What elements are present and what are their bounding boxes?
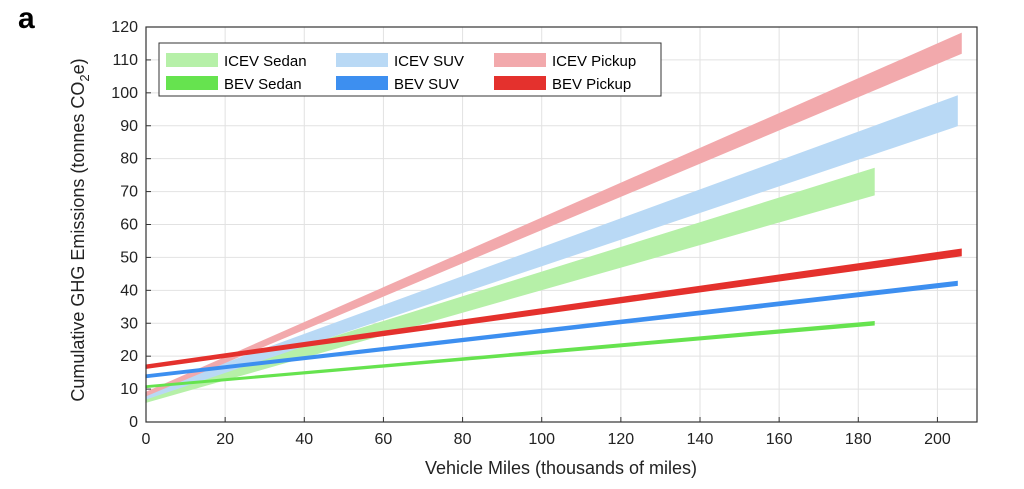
y-tick-label: 70 <box>120 184 138 201</box>
legend-label: ICEV Pickup <box>552 53 636 70</box>
y-tick-label: 100 <box>111 85 138 102</box>
legend-swatch <box>336 53 388 67</box>
x-tick-label: 40 <box>295 431 313 448</box>
x-tick-label: 200 <box>924 431 951 448</box>
legend-box <box>158 42 662 97</box>
y-tick-label: 90 <box>120 118 138 135</box>
legend-swatch <box>494 76 546 90</box>
series-icev-suv <box>145 95 958 400</box>
x-tick-label: 140 <box>687 431 714 448</box>
legend-label: ICEV Sedan <box>224 53 307 70</box>
y-axis-label: Cumulative GHG Emissions (tonnes CO2e) <box>68 58 92 401</box>
legend-label: BEV SUV <box>394 76 459 93</box>
y-tick-label: 80 <box>120 151 138 168</box>
x-tick-label: 80 <box>454 431 472 448</box>
x-tick-label: 180 <box>845 431 872 448</box>
legend-label: ICEV SUV <box>394 53 464 70</box>
y-tick-label: 0 <box>129 414 138 431</box>
y-axis-label-main: Cumulative GHG Emissions (tonnes CO <box>68 82 88 402</box>
y-tick-labels: 0 10 20 30 40 50 60 70 80 90 100 110 120 <box>111 19 151 431</box>
y-tick-label: 30 <box>120 315 138 332</box>
y-tick-label: 10 <box>120 381 138 398</box>
y-tick-label: 40 <box>120 282 138 299</box>
legend-label: BEV Pickup <box>552 76 631 93</box>
x-tick-label: 160 <box>766 431 793 448</box>
legend-swatch <box>166 53 218 67</box>
legend-label: BEV Sedan <box>224 76 302 93</box>
panel-letter: a <box>18 2 35 35</box>
legend-swatch <box>166 76 218 90</box>
y-axis-label-subscript: 2 <box>77 74 92 81</box>
x-tick-label: 20 <box>216 431 234 448</box>
series-bev-suv <box>145 280 958 379</box>
legend-swatch <box>494 53 546 67</box>
y-tick-label: 120 <box>111 19 138 36</box>
y-tick-label: 50 <box>120 249 138 266</box>
x-tick-label: 120 <box>608 431 635 448</box>
series-bands <box>145 32 962 404</box>
x-axis-label: Vehicle Miles (thousands of miles) <box>425 458 697 478</box>
y-axis-label-suffix: e) <box>68 58 88 74</box>
x-tick-label: 0 <box>142 431 151 448</box>
y-tick-label: 20 <box>120 348 138 365</box>
series-icev-sedan <box>145 167 875 404</box>
x-tick-label: 100 <box>528 431 555 448</box>
legend: ICEV Sedan ICEV SUV ICEV Pickup BEV Sedan BE… <box>158 42 662 97</box>
x-tick-label: 60 <box>375 431 393 448</box>
y-tick-label: 110 <box>112 52 138 69</box>
y-tick-label: 60 <box>120 217 138 234</box>
legend-swatch <box>336 76 388 90</box>
x-tick-labels: 0 20 40 60 80 100 120 140 160 180 200 <box>142 417 951 448</box>
